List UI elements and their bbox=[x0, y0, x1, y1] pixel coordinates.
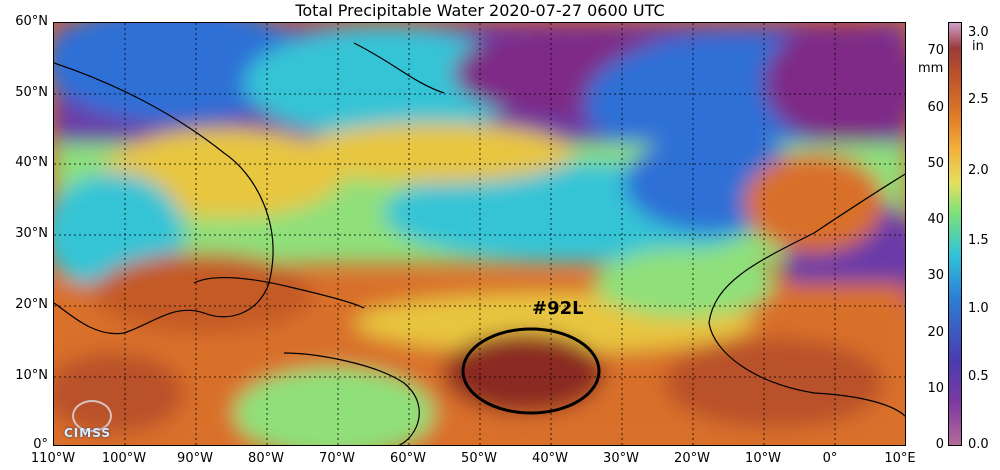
cb-in-2-0: 2.0 bbox=[968, 163, 989, 178]
cb-mm-50: 50 bbox=[927, 156, 944, 171]
colorbar-unit-in: in bbox=[972, 39, 984, 54]
map-title: Total Precipitable Water 2020-07-27 0600… bbox=[295, 1, 665, 20]
colorbar-unit-mm: mm bbox=[918, 61, 944, 76]
cb-mm-70: 70 bbox=[927, 43, 944, 58]
lat-label-10n: 10°N bbox=[15, 368, 48, 383]
cb-mm-30: 30 bbox=[927, 268, 944, 283]
lon-label-90w: 90°W bbox=[177, 451, 213, 466]
cb-mm-20: 20 bbox=[927, 325, 944, 340]
lon-label-0: 0° bbox=[822, 451, 838, 466]
coastlines bbox=[54, 42, 905, 445]
lon-label-40w: 40°W bbox=[532, 451, 568, 466]
cb-mm-40: 40 bbox=[927, 212, 944, 227]
lon-label-10w: 10°W bbox=[745, 451, 781, 466]
cb-in-0-5: 0.5 bbox=[968, 369, 989, 384]
lon-label-110w: 110°W bbox=[30, 451, 76, 466]
lon-label-50w: 50°W bbox=[461, 451, 497, 466]
lon-label-70w: 70°W bbox=[319, 451, 355, 466]
tpw-map-svg bbox=[54, 23, 905, 445]
cb-in-0-0: 0.0 bbox=[968, 437, 989, 452]
tpw-map bbox=[53, 22, 906, 446]
cb-mm-60: 60 bbox=[927, 100, 944, 115]
graticule bbox=[54, 23, 905, 445]
colorbar bbox=[948, 22, 962, 446]
lon-label-10e: 10°E bbox=[884, 451, 916, 466]
lat-label-0: 0° bbox=[33, 437, 48, 452]
storm-92l-label: #92L bbox=[532, 298, 584, 319]
lat-label-50n: 50°N bbox=[15, 85, 48, 100]
cb-in-1-0: 1.0 bbox=[968, 301, 989, 316]
lon-label-80w: 80°W bbox=[248, 451, 284, 466]
lat-label-20n: 20°N bbox=[15, 297, 48, 312]
lon-label-30w: 30°W bbox=[603, 451, 639, 466]
cb-in-3-0: 3.0 bbox=[968, 25, 989, 40]
lat-label-30n: 30°N bbox=[15, 226, 48, 241]
cb-mm-10: 10 bbox=[927, 381, 944, 396]
cb-in-1-5: 1.5 bbox=[968, 233, 989, 248]
lat-label-60n: 60°N bbox=[15, 14, 48, 29]
lon-label-60w: 60°W bbox=[390, 451, 426, 466]
lon-label-20w: 20°W bbox=[674, 451, 710, 466]
cb-in-2-5: 2.5 bbox=[968, 92, 989, 107]
lon-label-100w: 100°W bbox=[101, 451, 147, 466]
cb-mm-0: 0 bbox=[935, 437, 944, 452]
lat-label-40n: 40°N bbox=[15, 155, 48, 170]
cimss-logo-icon bbox=[72, 400, 112, 432]
cimss-logo-text: CIMSS bbox=[64, 426, 111, 440]
cimss-logo: CIMSS bbox=[58, 400, 128, 442]
storm-92l-circle bbox=[461, 327, 601, 415]
